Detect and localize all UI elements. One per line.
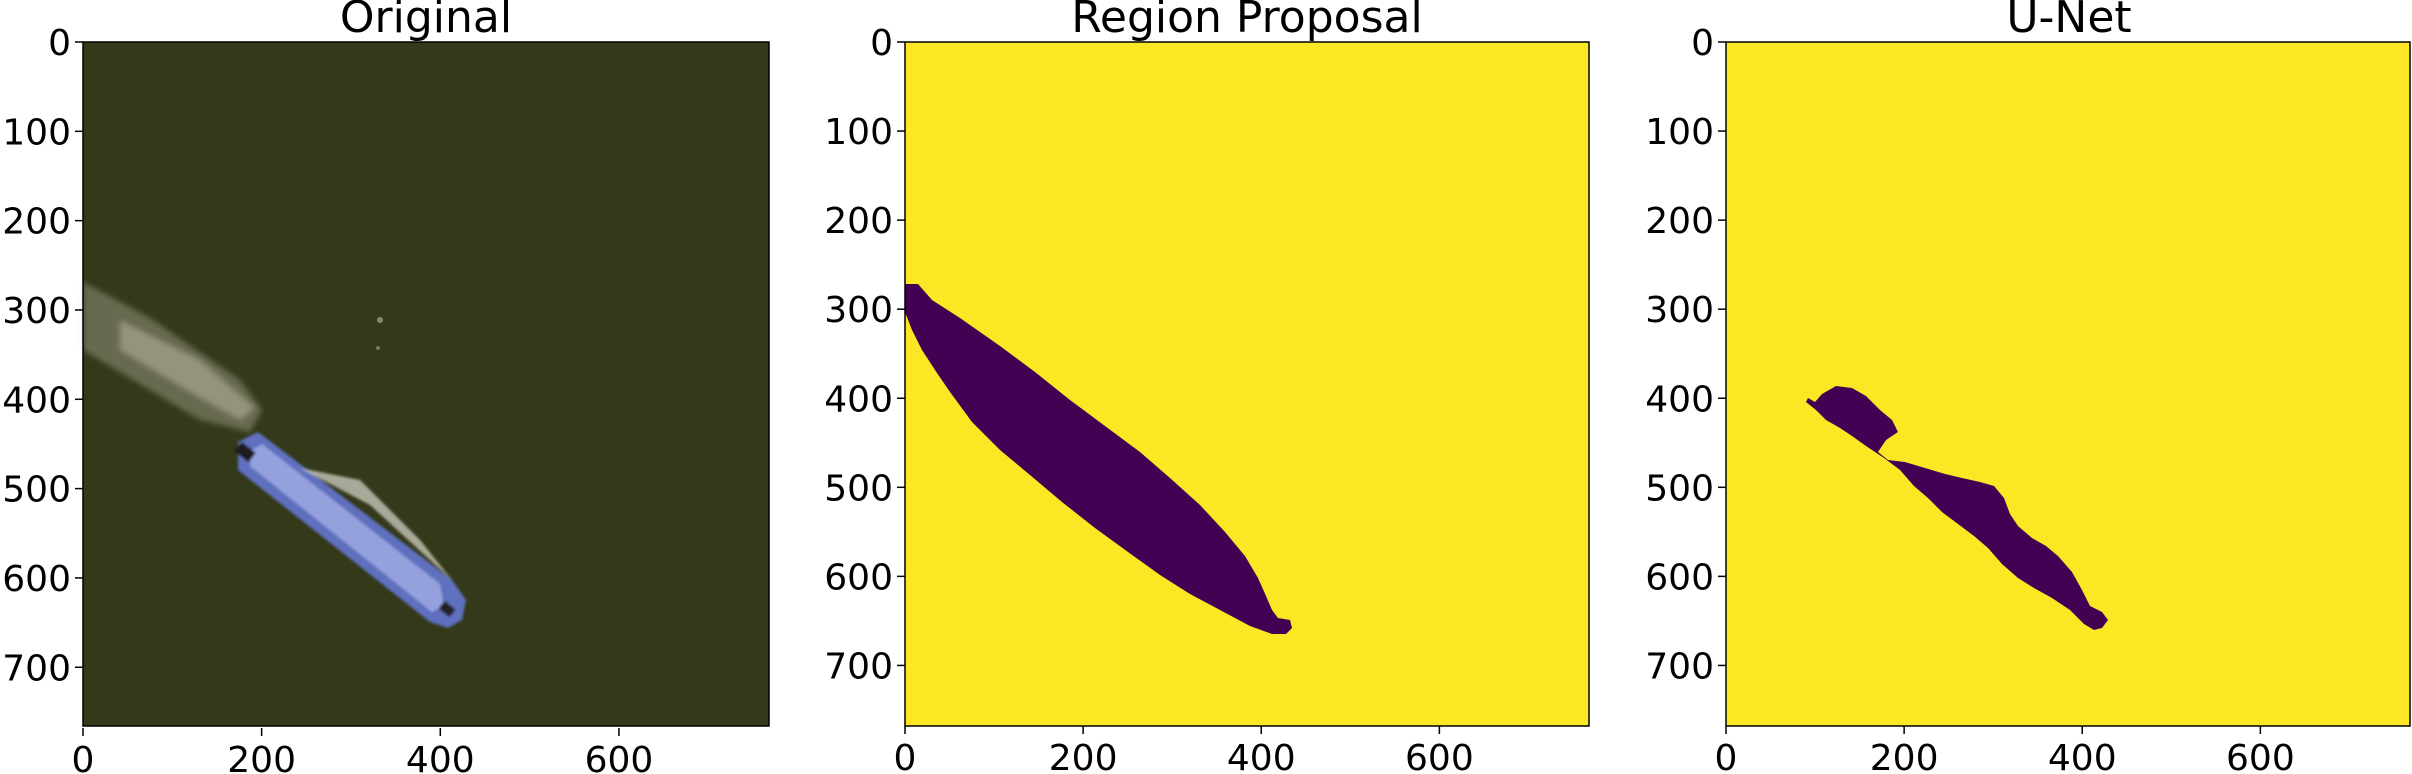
y-tick-label: 300 <box>2 291 71 332</box>
ship-wake-inner <box>120 320 255 420</box>
x-tick-label: 200 <box>1049 738 1118 774</box>
y-tick-label: 0 <box>1691 23 1714 64</box>
x-tick-label: 400 <box>406 740 475 774</box>
x-tick-label: 400 <box>1227 738 1296 774</box>
ship-mask <box>905 284 1292 634</box>
mask-background <box>1726 42 2410 726</box>
y-tick-label: 200 <box>1645 201 1714 242</box>
x-axis: 0 200 400 600 <box>1715 726 2295 774</box>
x-tick-label: 200 <box>227 740 296 774</box>
y-tick-label: 400 <box>1645 379 1714 420</box>
x-tick-label: 0 <box>1715 738 1738 774</box>
x-tick-label: 400 <box>2048 738 2117 774</box>
y-axis: 0 100 200 300 400 500 600 700 <box>2 23 83 689</box>
y-tick-label: 100 <box>1645 112 1714 153</box>
y-tick-label: 100 <box>824 112 893 153</box>
x-tick-label: 600 <box>2226 738 2295 774</box>
debris-speck <box>376 346 380 350</box>
axes-frame <box>1725 41 2411 727</box>
ship <box>234 432 466 628</box>
y-tick-label: 100 <box>2 112 71 153</box>
y-tick-label: 0 <box>48 23 71 64</box>
axes-frame <box>904 41 1590 727</box>
ship-deck <box>250 444 444 612</box>
ship-mask <box>1806 386 2108 630</box>
y-axis: 0 100 200 300 400 500 600 700 <box>824 23 905 687</box>
x-tick-label: 0 <box>72 740 95 774</box>
satellite-image <box>83 42 769 726</box>
y-tick-label: 400 <box>2 380 71 421</box>
y-tick-label: 600 <box>824 557 893 598</box>
panel-title: Original <box>340 0 512 43</box>
y-tick-label: 500 <box>824 468 893 509</box>
panel-title: Region Proposal <box>1071 0 1422 43</box>
y-tick-label: 500 <box>1645 468 1714 509</box>
y-tick-label: 300 <box>1645 290 1714 331</box>
y-axis: 0 100 200 300 400 500 600 700 <box>1645 23 1726 687</box>
y-tick-label: 600 <box>1645 557 1714 598</box>
y-tick-label: 400 <box>824 379 893 420</box>
x-tick-label: 600 <box>585 740 654 774</box>
x-axis: 0 200 400 600 <box>894 726 1474 774</box>
panel-original: Original 0 100 200 300 400 500 600 700 0 200 400 6… <box>2 0 770 774</box>
y-tick-label: 200 <box>2 202 71 243</box>
y-tick-label: 700 <box>1645 646 1714 687</box>
y-tick-label: 700 <box>824 646 893 687</box>
axes-frame <box>82 41 770 727</box>
mask-fragment <box>956 365 970 382</box>
x-tick-label: 0 <box>894 738 917 774</box>
y-tick-label: 700 <box>2 648 71 689</box>
y-tick-label: 200 <box>824 201 893 242</box>
panel-region-proposal: Region Proposal 0 100 200 300 400 500 600 700 0… <box>824 0 1590 774</box>
y-tick-label: 500 <box>2 470 71 511</box>
panel-title: U-Net <box>2006 0 2131 43</box>
y-tick-label: 600 <box>2 559 71 600</box>
y-tick-label: 0 <box>870 23 893 64</box>
ship-bridge <box>234 441 256 463</box>
debris-speck <box>377 317 383 323</box>
y-tick-label: 300 <box>824 290 893 331</box>
x-axis: 0 200 400 600 <box>72 728 654 774</box>
ship-stern-mark <box>438 600 456 618</box>
panel-unet: U-Net 0 100 200 300 400 500 600 700 0 200 400 600 <box>1645 0 2411 774</box>
x-tick-label: 600 <box>1405 738 1474 774</box>
x-tick-label: 200 <box>1870 738 1939 774</box>
